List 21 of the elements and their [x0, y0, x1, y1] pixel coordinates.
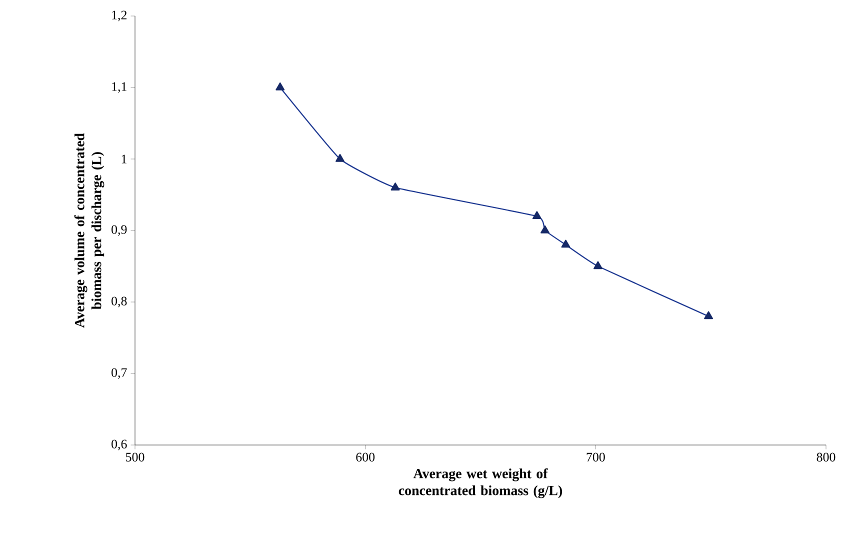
- point: [276, 82, 285, 90]
- y-tick-label: 0,8: [112, 296, 127, 308]
- point: [593, 261, 602, 270]
- y-tick-label: 1,2: [112, 10, 127, 22]
- point: [390, 182, 400, 190]
- x-axis-title: Average wet weight of concentrated biomass (g/L): [398, 468, 562, 498]
- x-tick-label: 600: [356, 452, 375, 462]
- x-tick-label: 500: [126, 452, 144, 462]
- point: [532, 211, 542, 220]
- x-tick-label: 700: [586, 452, 605, 462]
- y-tick-label: 1,1: [112, 82, 126, 93]
- y-tick-label: 0,6: [112, 440, 127, 450]
- y-axis-title: Average volume of concentrated biomass per discharge (L): [74, 133, 104, 328]
- point: [704, 311, 714, 320]
- y-tick-label: 0,9: [112, 225, 127, 236]
- point: [540, 225, 550, 234]
- y-tick-label: 0,7: [112, 368, 127, 379]
- point: [561, 240, 570, 248]
- x-tick-label: 800: [816, 452, 836, 462]
- y-tick-label: 1: [122, 154, 126, 164]
- point: [336, 154, 344, 162]
